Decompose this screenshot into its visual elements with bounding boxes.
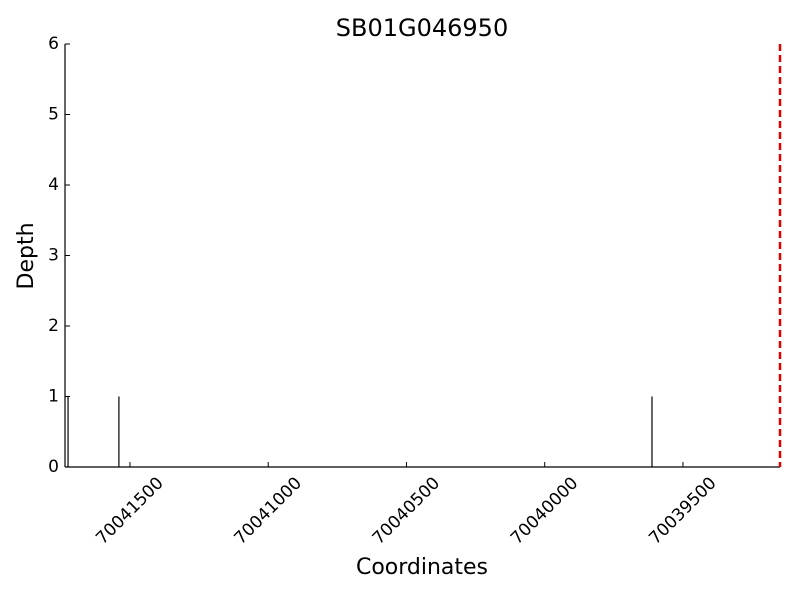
x-tick-label: 70040000 xyxy=(507,473,582,548)
x-axis-label: Coordinates xyxy=(356,555,488,580)
x-tick-label: 70041000 xyxy=(231,473,306,548)
y-tick-label: 1 xyxy=(48,387,59,407)
y-tick-label: 6 xyxy=(48,34,59,54)
x-tick-label: 70040500 xyxy=(369,473,444,548)
y-tick-label: 2 xyxy=(48,316,59,336)
y-tick-label: 0 xyxy=(48,457,59,477)
y-axis-label: Depth xyxy=(14,222,39,289)
chart-title: SB01G046950 xyxy=(336,14,508,42)
y-tick-label: 5 xyxy=(48,105,59,125)
x-tick-label: 70041500 xyxy=(92,473,167,548)
y-tick-label: 4 xyxy=(48,175,59,195)
y-tick-label: 3 xyxy=(48,246,59,266)
x-tick-label: 70039500 xyxy=(645,473,720,548)
